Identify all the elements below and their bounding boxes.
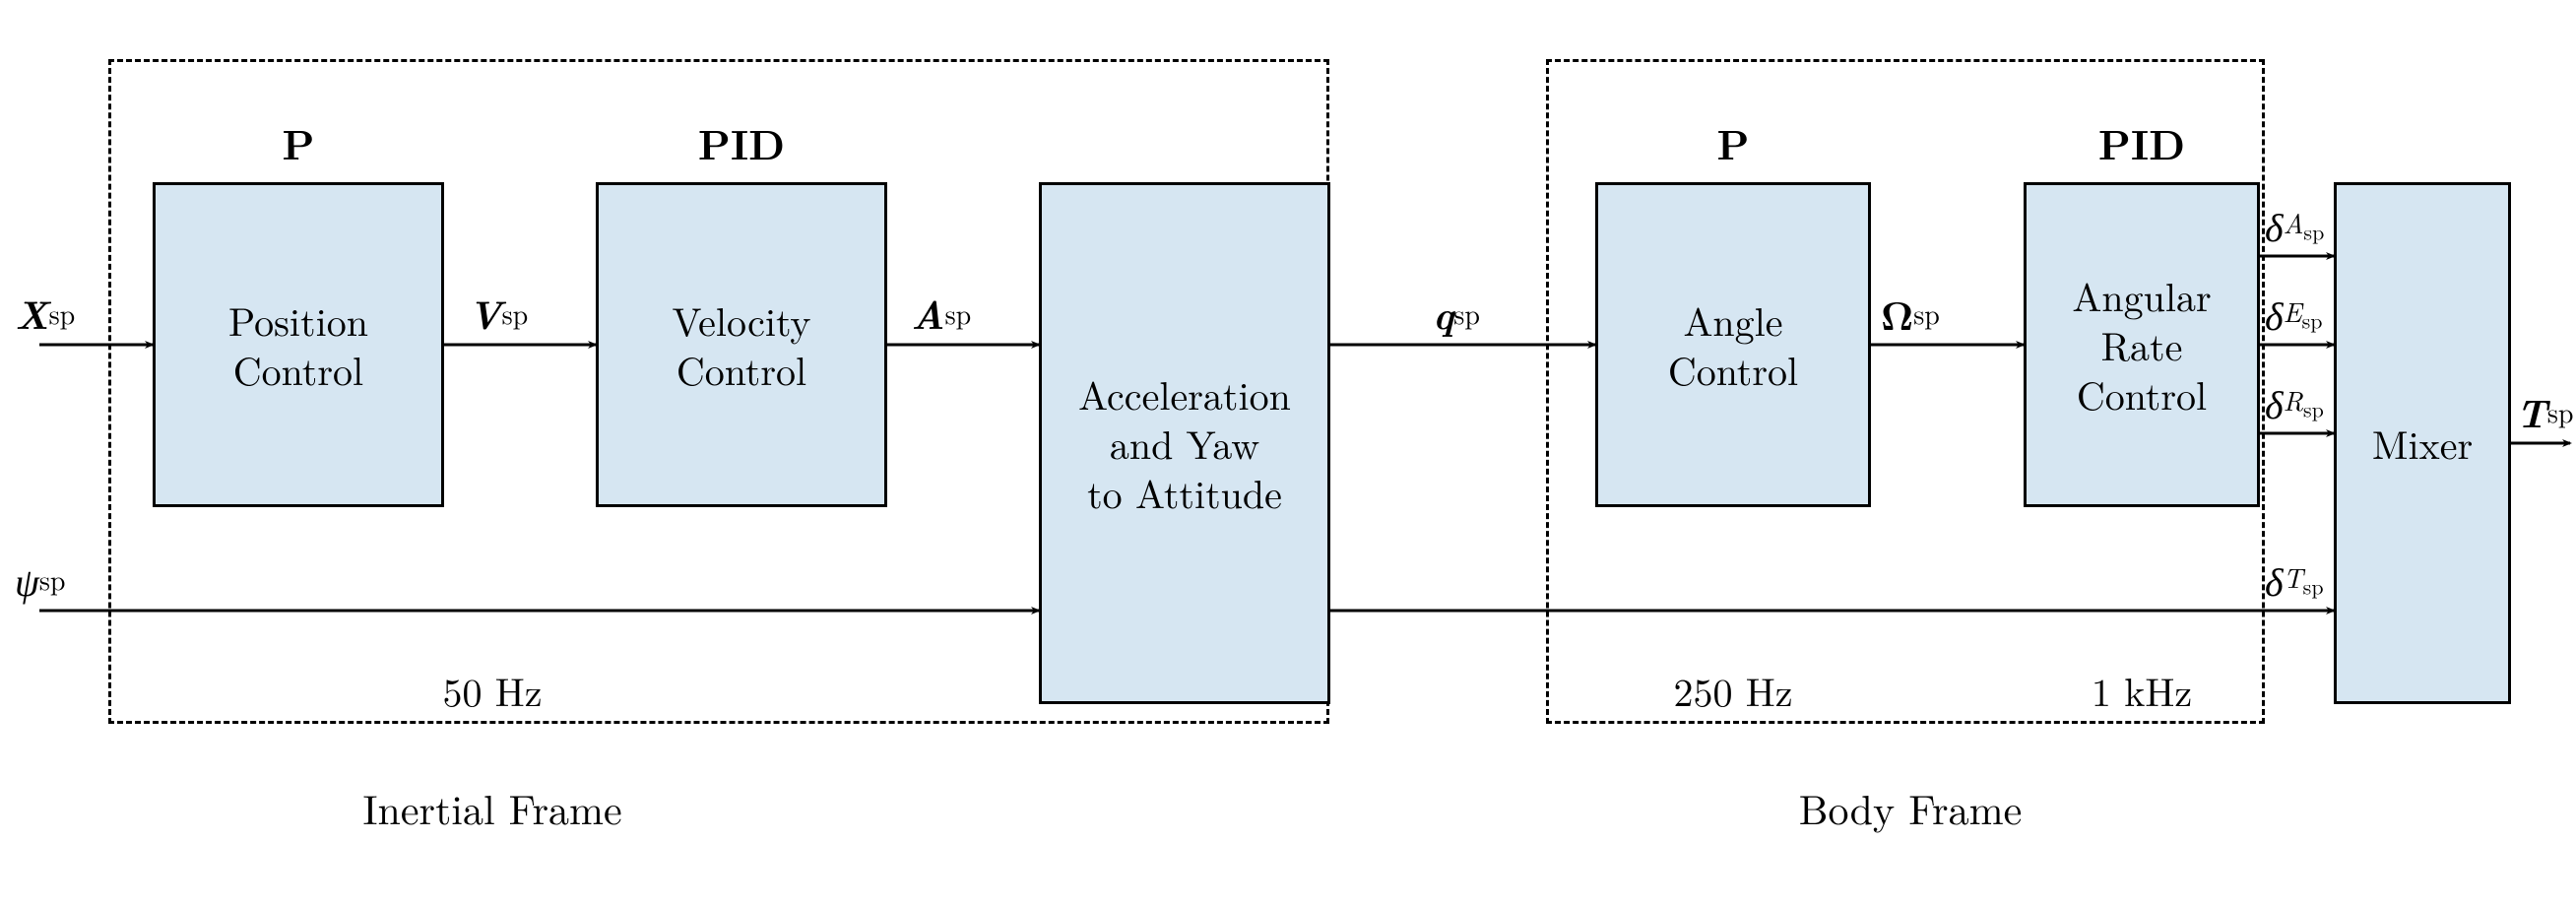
signal-sub: sp <box>49 293 76 333</box>
header-angle-control: P <box>1595 113 1871 172</box>
header-position-control: P <box>153 113 444 172</box>
frame-label: Inertial Frame <box>295 778 689 837</box>
signal-T_sp: Tsp <box>2516 384 2573 439</box>
freq-label: 250 Hz <box>1585 665 1881 714</box>
accel-yaw-att-label: Accelerationand Yawto Attitude <box>1078 369 1291 517</box>
signal-base: δ <box>2265 286 2284 342</box>
signal-V_sp: Vsp <box>468 286 528 341</box>
signal-base: δ <box>2265 551 2284 608</box>
signal-sub: sp <box>502 293 529 333</box>
accel-yaw-att: Accelerationand Yawto Attitude <box>1039 182 1330 704</box>
angle-control: AngleControl <box>1595 182 1871 507</box>
signal-sub: Asp <box>2284 203 2325 247</box>
signal-X_sp: Xsp <box>15 286 75 341</box>
signal-sub: Esp <box>2284 291 2323 336</box>
signal-dE_sp: δEsp <box>2265 286 2322 341</box>
signal-sub: sp <box>945 293 972 333</box>
header-velocity-control: PID <box>596 113 887 172</box>
velocity-control: VelocityControl <box>596 182 887 507</box>
angular-rate-ctrl: AngularRateControl <box>2024 182 2260 507</box>
freq-label: 1 kHz <box>1994 665 2289 714</box>
mixer: Mixer <box>2334 182 2511 704</box>
signal-base: Ω <box>1881 286 1913 342</box>
signal-q_sp: qsp <box>1433 286 1480 341</box>
signal-sub: Rsp <box>2284 380 2324 424</box>
position-control: PositionControl <box>153 182 444 507</box>
signal-sub: sp <box>1913 293 1940 333</box>
signal-dT_sp: δTsp <box>2265 551 2324 607</box>
signal-base: δ <box>2265 197 2284 253</box>
signal-psi_sp: ψsp <box>15 551 65 607</box>
position-control-label: PositionControl <box>228 295 368 394</box>
signal-base: X <box>15 285 49 342</box>
control-block-diagram: PositionControl VelocityControl Accelerati… <box>0 0 2576 906</box>
signal-dR_sp: δRsp <box>2265 374 2324 429</box>
signal-base: δ <box>2265 374 2284 430</box>
frame-label: Body Frame <box>1713 778 2107 837</box>
mixer-label: Mixer <box>2372 419 2473 468</box>
freq-label: 50 Hz <box>345 665 640 714</box>
signal-sub: sp <box>1453 293 1480 333</box>
signal-base: ψ <box>15 551 39 608</box>
signal-base: T <box>2516 383 2547 440</box>
signal-dA_sp: δAsp <box>2265 197 2324 252</box>
signal-base: A <box>911 285 945 342</box>
angle-control-label: AngleControl <box>1668 295 1798 394</box>
signal-base: q <box>1433 285 1453 342</box>
signal-base: V <box>468 285 502 342</box>
signal-Omega_sp: Ωsp <box>1881 286 1940 341</box>
velocity-control-label: VelocityControl <box>672 295 810 394</box>
angular-rate-ctrl-label: AngularRateControl <box>2072 271 2211 419</box>
signal-sub: sp <box>39 559 66 599</box>
signal-sub: sp <box>2547 392 2574 431</box>
header-angular-rate-ctrl: PID <box>2024 113 2260 172</box>
signal-A_sp: Asp <box>911 286 971 341</box>
signal-sub: Tsp <box>2284 557 2324 602</box>
